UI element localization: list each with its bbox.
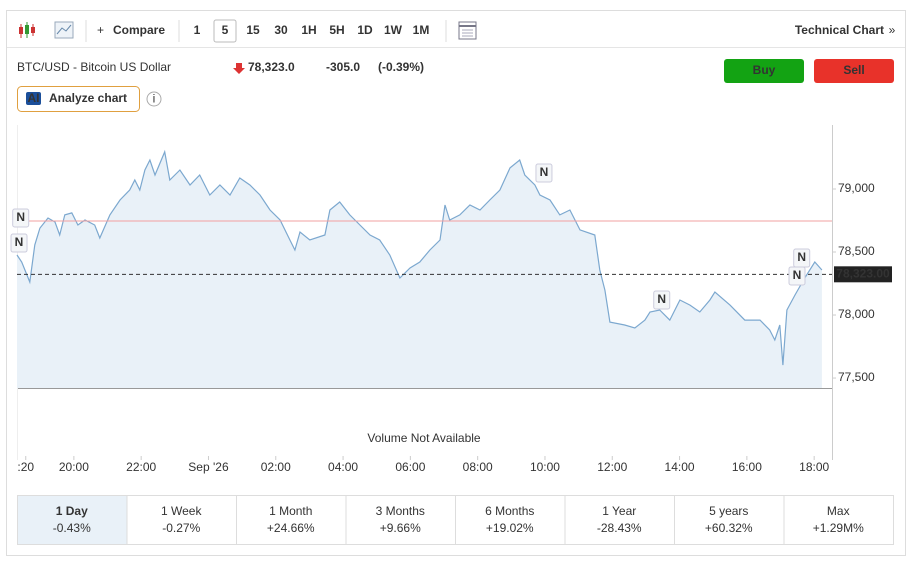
x-tick-label: :20 — [17, 460, 34, 474]
period-label[interactable]: Max — [827, 504, 850, 518]
current-price-tag — [834, 266, 892, 283]
chevron[interactable]: » — [889, 23, 896, 37]
x-tick-label: 14:00 — [665, 460, 695, 474]
plus-icon[interactable]: + — [97, 23, 104, 37]
interval-button[interactable]: 5H — [329, 23, 344, 37]
period-tab[interactable] — [564, 495, 675, 545]
period-tab[interactable] — [236, 495, 347, 545]
current-price-label: 78,323.00 — [836, 266, 890, 280]
x-tick-label: 08:00 — [463, 460, 493, 474]
interval-button[interactable]: 15 — [246, 23, 260, 37]
sell-label[interactable]: Sell — [843, 63, 864, 77]
period-change[interactable]: +19.02% — [486, 521, 534, 535]
period-label[interactable]: 1 Week — [161, 504, 202, 518]
period-tab[interactable] — [17, 495, 128, 545]
period-label[interactable]: 5 years — [709, 504, 748, 518]
period-tab[interactable] — [345, 495, 456, 545]
news-marker[interactable] — [788, 266, 806, 286]
interval-button[interactable]: 1W — [384, 23, 403, 37]
period-label[interactable]: 1 Month — [269, 504, 312, 518]
x-tick-label: 20:00 — [59, 460, 89, 474]
sell-button[interactable] — [814, 59, 894, 83]
buy-label[interactable]: Buy — [753, 63, 776, 77]
info-i: i — [153, 92, 156, 106]
period-label[interactable]: 6 Months — [485, 504, 534, 518]
x-tick-label: 18:00 — [799, 460, 829, 474]
buy-button[interactable] — [724, 59, 804, 83]
news-marker[interactable] — [535, 163, 553, 183]
period-change[interactable]: -0.27% — [162, 521, 200, 535]
x-tick-label: 22:00 — [126, 460, 156, 474]
news-marker-label[interactable]: N — [657, 292, 666, 306]
period-change[interactable]: -28.43% — [597, 521, 642, 535]
analyze-button[interactable] — [17, 86, 140, 112]
period-label[interactable]: 1 Year — [602, 504, 636, 518]
down-arrow — [233, 63, 245, 74]
news-marker[interactable] — [12, 208, 30, 228]
x-tick-label: 04:00 — [328, 460, 358, 474]
news-marker-label[interactable]: N — [540, 165, 549, 179]
period-label[interactable]: 1 Day — [56, 504, 88, 518]
price: 78,323.0 — [248, 60, 295, 74]
area-icon[interactable] — [54, 21, 74, 39]
period-tab[interactable] — [126, 495, 237, 545]
volume-note: Volume Not Available — [367, 431, 481, 445]
period-tab[interactable] — [674, 495, 785, 545]
news-marker-label[interactable]: N — [793, 268, 802, 282]
x-tick-label: Sep '26 — [188, 460, 229, 474]
technical-chart-link[interactable]: Technical Chart — [795, 23, 884, 37]
news-marker[interactable] — [10, 233, 28, 253]
x-tick-label: 06:00 — [395, 460, 425, 474]
compare-button[interactable]: Compare — [113, 23, 165, 37]
y-tick-label: 78,000 — [838, 307, 875, 321]
x-tick-label: 12:00 — [597, 460, 627, 474]
period-change[interactable]: +9.66% — [380, 521, 421, 535]
period-label[interactable]: 3 Months — [376, 504, 425, 518]
x-tick-label: 10:00 — [530, 460, 560, 474]
x-tick-label: 02:00 — [261, 460, 291, 474]
period-change[interactable]: +1.29M% — [813, 521, 864, 535]
y-tick-label: 78,500 — [838, 244, 875, 258]
calendar-icon[interactable] — [458, 21, 477, 40]
price-change: -305.0 — [326, 60, 360, 74]
news-marker-label[interactable]: N — [16, 210, 25, 224]
news-marker[interactable] — [653, 290, 671, 310]
interval-button[interactable]: 30 — [274, 23, 288, 37]
period-tab[interactable] — [783, 495, 894, 545]
ai-badge-text: AI — [28, 91, 40, 105]
interval-button[interactable]: 1H — [301, 23, 316, 37]
y-tick-label: 79,000 — [838, 181, 875, 195]
interval-button[interactable]: 5 — [222, 23, 229, 37]
news-marker-label[interactable]: N — [797, 250, 806, 264]
x-tick-label: 16:00 — [732, 460, 762, 474]
instrument-title: BTC/USD - Bitcoin US Dollar — [17, 60, 171, 74]
interval-button[interactable]: 1M — [413, 23, 430, 37]
price-change-percent: (-0.39%) — [378, 60, 424, 74]
area-fill — [17, 151, 822, 388]
period-change[interactable]: -0.43% — [53, 521, 91, 535]
y-tick-label: 77,500 — [838, 370, 875, 384]
news-marker-label[interactable]: N — [15, 235, 24, 249]
ai-badge — [26, 92, 41, 105]
period-change[interactable]: +24.66% — [267, 521, 315, 535]
analyze-label[interactable]: Analyze chart — [49, 91, 127, 105]
candle-icon[interactable] — [19, 22, 35, 38]
period-change[interactable]: +60.32% — [705, 521, 753, 535]
period-tab[interactable] — [455, 495, 566, 545]
info-icon[interactable] — [146, 91, 162, 107]
interval-button[interactable]: 1 — [194, 23, 201, 37]
interval-selected — [213, 19, 237, 43]
interval-button[interactable]: 1D — [357, 23, 373, 37]
price-line — [16, 149, 823, 366]
